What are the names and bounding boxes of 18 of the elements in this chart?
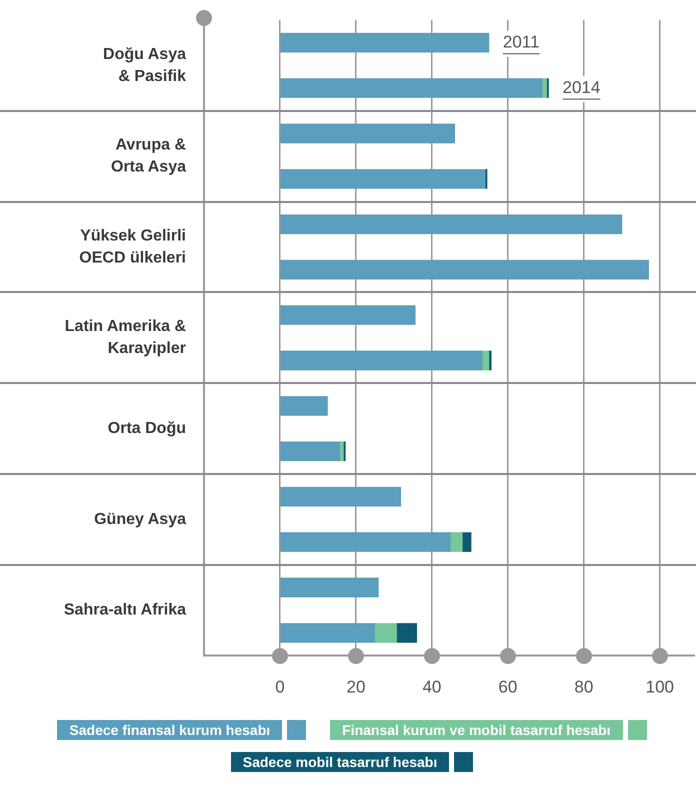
y-tick-label: Avrupa & Orta Asya <box>111 136 186 176</box>
annotation: 2014 <box>562 78 600 97</box>
y-tick-label: Sahra-altı Afrika <box>64 602 186 619</box>
legend-label: Sadece mobil tasarruf hesabı <box>230 752 450 772</box>
x-tick-label: 0 <box>275 677 285 696</box>
y-tick-label: Güney Asya <box>94 510 186 528</box>
legend-label: Sadece finansal kurum hesabı <box>57 720 282 740</box>
y-tick-label: Doğu Asya & Pasifik <box>103 46 186 85</box>
y-tick-label: Latin Amerika & Karayipler <box>64 318 186 358</box>
y-tick-label: Yüksek Gelirli OECD ülkeleri <box>79 227 186 266</box>
x-tick-label: 20 <box>346 677 366 696</box>
annotation: 2011 <box>502 32 540 52</box>
x-tick-label: 40 <box>422 677 442 696</box>
x-tick-label: 80 <box>574 677 594 696</box>
x-tick-label: 100 <box>646 677 674 696</box>
legend-label: Finansal kurum ve mobil tasarruf hesabı <box>330 720 623 740</box>
x-tick-label: 60 <box>498 677 518 696</box>
y-tick-label: Orta Doğu <box>108 420 186 438</box>
